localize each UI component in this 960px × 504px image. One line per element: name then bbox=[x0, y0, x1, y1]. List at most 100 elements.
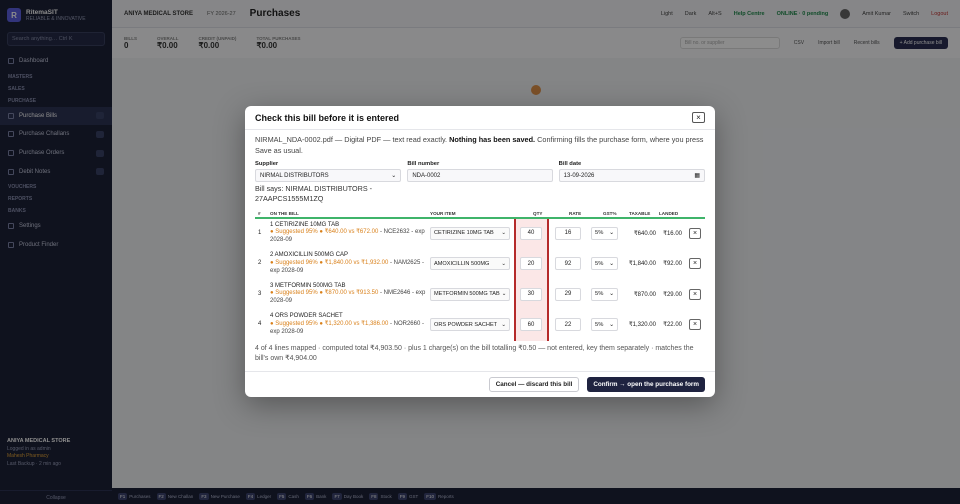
col-your-item: YOUR ITEM bbox=[430, 210, 456, 216]
bill-date-input[interactable]: 13-09-2026 ▦ bbox=[558, 169, 705, 183]
chevron-down-icon: ⌄ bbox=[391, 173, 397, 180]
remove-row-icon[interactable]: × bbox=[689, 288, 701, 300]
bill-line-name: 4 ORS POWDER SACHET bbox=[270, 313, 343, 320]
sidebar-item-sales[interactable]: SALES bbox=[0, 83, 112, 95]
note-file-text: NIRMAL_NDA-0002.pdf — Digital PDF — text… bbox=[255, 135, 450, 144]
bill-number-input[interactable]: NDA-0002 bbox=[407, 169, 553, 183]
financial-year-selector[interactable]: FY 2026-27 bbox=[207, 10, 236, 17]
add-purchase-bill-button[interactable]: + Add purchase bill bbox=[893, 37, 948, 49]
user-name: Amit Kumar bbox=[862, 10, 891, 17]
your-item-select[interactable]: METFORMIN 500MG TAB ⌄ bbox=[430, 287, 510, 301]
on-bill-cell: 2 AMOXICILLIN 500MG CAP ● Suggested 96% ●… bbox=[270, 252, 430, 275]
brand-logo: R bbox=[7, 8, 21, 22]
rate-input[interactable]: 16 bbox=[555, 226, 581, 240]
shortcut-f7[interactable]: F7 Day Book bbox=[332, 492, 363, 500]
import-bill-button[interactable]: Import bill bbox=[818, 40, 840, 46]
switch-user-button[interactable]: Switch bbox=[902, 10, 920, 17]
sidebar-item-purchase[interactable]: PURCHASE bbox=[0, 95, 112, 107]
col-on-bill: ON THE BILL bbox=[270, 210, 299, 216]
your-item-select[interactable]: AMOXICILLIN 500MG ⌄ bbox=[430, 257, 510, 271]
remove-row-icon[interactable]: × bbox=[689, 258, 701, 270]
sidebar-collapse-button[interactable]: Collapse bbox=[0, 490, 112, 504]
theme-dark-toggle[interactable]: Dark bbox=[684, 10, 697, 17]
shortcut-f6[interactable]: F6 Bank bbox=[304, 492, 326, 500]
shortcut-label: GST bbox=[409, 493, 419, 499]
sidebar-item-dashboard[interactable]: Dashboard bbox=[0, 52, 112, 71]
theme-light-toggle[interactable]: Light bbox=[660, 10, 673, 17]
kpi-label: OVERALL bbox=[157, 36, 179, 41]
qty-input[interactable]: 20 bbox=[520, 257, 542, 271]
on-bill-cell: 1 CETIRIZINE 10MG TAB ● Suggested 95% ● ₹… bbox=[270, 222, 430, 245]
batch-expiry-text: - NOR2660 - exp 2028-09 bbox=[270, 320, 424, 335]
shortcut-key: F8 bbox=[369, 492, 379, 500]
sidebar-item-label: Debit Notes bbox=[19, 168, 51, 175]
store-selector[interactable]: ANIYA MEDICAL STORE bbox=[124, 10, 194, 17]
your-item-select[interactable]: ORS POWDER SACHET ⌄ bbox=[430, 318, 510, 332]
sidebar-item-purchase-challans[interactable]: Purchase Challans bbox=[0, 125, 112, 144]
sync-status-badge: ONLINE · 0 pending bbox=[776, 10, 829, 17]
kpi-value: 0 bbox=[124, 41, 129, 50]
sidebar-item-product-finder[interactable]: Product Finder bbox=[0, 236, 112, 255]
user-avatar[interactable] bbox=[840, 8, 851, 19]
sidebar-item-label: BANKS bbox=[8, 207, 26, 214]
table-row: 3 3 METFORMIN 500MG TAB ● Suggested 95% ● … bbox=[255, 280, 705, 310]
shortcut-key: F10 bbox=[424, 492, 437, 500]
gst-select[interactable]: 5% ⌄ bbox=[591, 257, 618, 271]
cancel-discard-button[interactable]: Cancel — discard this bill bbox=[488, 377, 580, 392]
sidebar-search-input[interactable]: Search anything… Ctrl K bbox=[7, 32, 105, 46]
remove-row-icon[interactable]: × bbox=[689, 227, 701, 239]
recent-bills-button[interactable]: Recent bills bbox=[853, 40, 880, 46]
calendar-icon[interactable]: ▦ bbox=[694, 173, 700, 180]
gst-select[interactable]: 5% ⌄ bbox=[591, 226, 618, 240]
your-item-select[interactable]: CETIRIZINE 10MG TAB ⌄ bbox=[430, 226, 510, 240]
sidebar-item-purchase-orders[interactable]: Purchase Orders bbox=[0, 144, 112, 163]
sidebar-item-label: Purchase Bills bbox=[19, 112, 58, 119]
gst-select[interactable]: 5% ⌄ bbox=[591, 318, 618, 332]
qty-right-marker bbox=[547, 218, 549, 341]
brand: R RitemaSIT RELIABLE & INNOVATIVE bbox=[0, 0, 112, 28]
nav-icon bbox=[8, 150, 14, 157]
brand-tagline: RELIABLE & INNOVATIVE bbox=[26, 15, 86, 22]
sidebar-item-purchase-bills[interactable]: Purchase Bills bbox=[0, 106, 112, 126]
item-value: AMOXICILLIN 500MG bbox=[434, 260, 490, 267]
rate-input[interactable]: 92 bbox=[555, 257, 581, 271]
qty-input[interactable]: 60 bbox=[520, 318, 542, 332]
shortcut-hint: Alt+S bbox=[708, 10, 722, 17]
logout-button[interactable]: Logout bbox=[931, 10, 948, 17]
shortcut-f8[interactable]: F8 Stock bbox=[369, 492, 392, 500]
bill-date-label: Bill date bbox=[558, 161, 582, 168]
shortcut-f9[interactable]: F9 GST bbox=[397, 492, 419, 500]
shortcut-f1[interactable]: F1 Purchases bbox=[118, 492, 151, 500]
sidebar-item-label: Purchase Orders bbox=[19, 150, 65, 157]
sidebar-item-banks[interactable]: BANKS bbox=[0, 205, 112, 217]
shortcut-f5[interactable]: F5 Cash bbox=[277, 492, 299, 500]
bill-search-input[interactable]: Bill no. or supplier bbox=[679, 37, 780, 49]
shortcut-f10[interactable]: F10 Reports bbox=[424, 492, 454, 500]
confirm-open-form-button[interactable]: Confirm → open the purchase form bbox=[587, 377, 705, 392]
help-centre-link[interactable]: Help Centre bbox=[733, 10, 765, 17]
sidebar-item-masters[interactable]: MASTERS bbox=[0, 71, 112, 83]
mapping-summary: 4 of 4 lines mapped · computed total ₹4,… bbox=[255, 344, 694, 362]
sidebar-item-label: Settings bbox=[19, 223, 41, 230]
rate-input[interactable]: 22 bbox=[555, 318, 581, 332]
csv-export-button[interactable]: CSV bbox=[793, 40, 805, 46]
sidebar-item-settings[interactable]: Settings bbox=[0, 217, 112, 236]
qty-input[interactable]: 40 bbox=[520, 226, 542, 240]
kpi-bar: BILLS 0 OVERALL ₹0.00 CREDIT (UNPAID) ₹0.00… bbox=[112, 28, 960, 58]
kpi-bills: BILLS 0 bbox=[124, 36, 137, 50]
sidebar-item-debit-notes[interactable]: Debit Notes bbox=[0, 162, 112, 181]
bill-number-field-group: Bill number NDA-0002 bbox=[407, 161, 553, 203]
shortcut-f2[interactable]: F2 New Challan bbox=[156, 492, 193, 500]
close-icon[interactable]: × bbox=[692, 112, 705, 123]
qty-input[interactable]: 30 bbox=[520, 287, 542, 301]
remove-row-icon[interactable]: × bbox=[689, 319, 701, 331]
shortcut-f3[interactable]: F3 New Purchase bbox=[199, 492, 240, 500]
rate-input[interactable]: 29 bbox=[555, 287, 581, 301]
sidebar-item-vouchers[interactable]: VOUCHERS bbox=[0, 181, 112, 193]
shortcut-f4[interactable]: F4 Ledger bbox=[245, 492, 271, 500]
gst-select[interactable]: 5% ⌄ bbox=[591, 287, 618, 301]
supplier-select[interactable]: NIRMAL DISTRIBUTORS ⌄ bbox=[255, 169, 402, 183]
sidebar-item-reports[interactable]: REPORTS bbox=[0, 193, 112, 205]
row-number: 3 bbox=[258, 290, 262, 297]
